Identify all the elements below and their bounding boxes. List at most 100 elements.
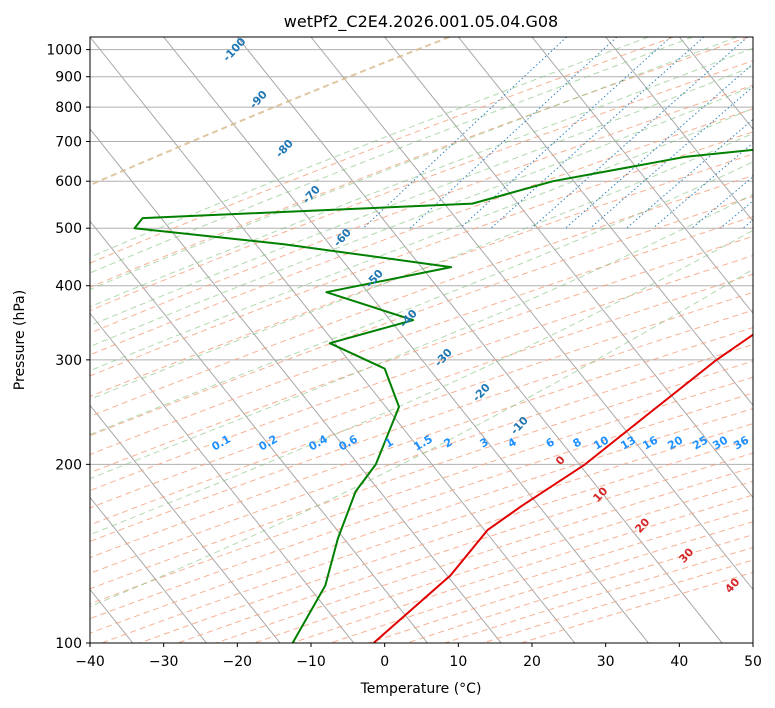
dry-adiabat [90,255,753,492]
dry-adiabat [90,376,753,605]
mixing-ratio-line [691,176,753,229]
isotherm-line [163,37,649,643]
mixing-ratio-line [363,37,567,229]
x-tick-label: 40 [670,654,688,670]
y-tick-label: 700 [55,134,82,150]
mixing-ratio-label: 25 [690,434,710,453]
isotherm-line [457,37,753,407]
dry-adiabat [90,408,753,634]
x-tick-label: −30 [149,654,179,670]
moist-adiabat [90,193,753,480]
dry-adiabat [90,84,753,334]
moist-adiabat [90,161,753,436]
isotherm-line [90,128,502,643]
y-tick-label: 900 [55,70,82,86]
x-tick-label: 50 [744,654,762,670]
mixing-ratio-label: 0.4 [307,432,331,453]
dry-adiabat [90,60,753,312]
y-tick-label: 600 [55,174,82,190]
dry-adiabat [90,174,753,417]
moist-adiabat [90,47,753,308]
dry-adiabat [101,423,753,643]
moist-adiabat [90,132,753,400]
isotherm-line [90,496,207,643]
dry-adiabat-label: -90 [247,88,270,112]
dry-adiabat-label: 40 [722,575,742,595]
dry-adiabat-label: 10 [590,484,610,504]
dry-adiabat [90,235,753,474]
dry-adiabat-label: 20 [632,515,652,535]
isotherm-line [605,37,753,222]
mixing-ratio-label: 0.2 [257,432,280,453]
moist-adiabat [90,37,649,258]
profile-layer [133,148,753,643]
mixing-ratio-label: 36 [731,433,751,452]
isotherm-line [0,37,59,643]
dry-adiabat [90,37,674,264]
mixing-ratio-line [459,37,671,229]
dry-adiabat [90,153,753,397]
dry-adiabat [90,108,753,356]
mixing-ratio-line [531,37,748,229]
dry-adiabat-label: 30 [676,545,696,565]
dry-adiabat-label: 0 [553,453,568,468]
mixing-ratio-line [742,219,753,229]
mixing-ratio-line [652,142,753,229]
moist-adiabat [90,37,738,291]
dry-adiabat [90,343,753,574]
moist-adiabat [90,229,753,536]
mixing-ratio-label: 6 [544,435,557,450]
dry-adiabat [90,195,753,437]
y-tick-label: 300 [55,353,82,369]
grid-layer [0,37,753,643]
y-tick-label: 1000 [46,43,82,59]
dry-adiabat [90,291,753,526]
y-tick-label: 100 [55,636,82,652]
isotherm-line [90,312,355,643]
y-tick-label: 200 [55,457,82,473]
mixing-ratio-label: 1 [383,435,396,450]
dry-adiabat-label: -50 [363,267,386,291]
mixing-ratio-line [770,37,775,228]
mixing-ratio-label: 16 [640,433,660,452]
dry-adiabat [90,216,753,456]
dry-adiabat [90,309,753,542]
dry-adiabat [90,37,749,288]
isotherm-line [90,37,576,643]
adiabat-layer [90,37,775,643]
mixing-ratio-line [720,200,753,229]
x-tick-label: 10 [449,654,467,670]
x-tick-label: −40 [75,654,105,670]
isotherm-line [752,37,753,38]
y-tick-label: 800 [55,100,82,116]
dry-adiabat [292,494,753,643]
dry-adiabat [90,360,753,590]
dry-adiabat [406,534,753,643]
moist-adiabat [90,37,693,274]
isotherm-line [531,37,753,315]
dry-adiabat-label: -60 [331,226,354,250]
reference-curve [90,37,450,187]
mixing-ratio-label: 0.6 [337,432,361,453]
x-tick-label: −10 [296,654,326,670]
y-tick-label: 400 [55,279,82,295]
line-label-layer: -100-90-80-70-60-50-40-30-20-10010203040… [210,37,752,596]
isotherm-line [384,37,753,499]
y-axis-label: Pressure (hPa) [12,290,28,390]
isotherm-line [90,404,281,643]
plot-frame [89,36,754,644]
dry-adiabat [90,327,753,559]
dry-adiabat-label: -30 [432,346,455,370]
dry-adiabat [90,131,753,377]
mixing-ratio-line [565,63,753,229]
x-axis-label: Temperature (°C) [360,681,482,697]
dewpoint-profile-line [133,148,753,643]
dry-adiabat [90,273,753,509]
dry-adiabat [521,571,753,643]
y-axis-ticks: 100 200 300 400 500 600 700 800 900 1000 [46,43,90,652]
x-axis-ticks: −40 −30 −20 −10 0 10 20 30 40 50 [75,643,762,670]
isotherm-line [236,37,723,643]
y-tick-label: 500 [55,221,82,237]
dry-adiabat [90,392,753,620]
